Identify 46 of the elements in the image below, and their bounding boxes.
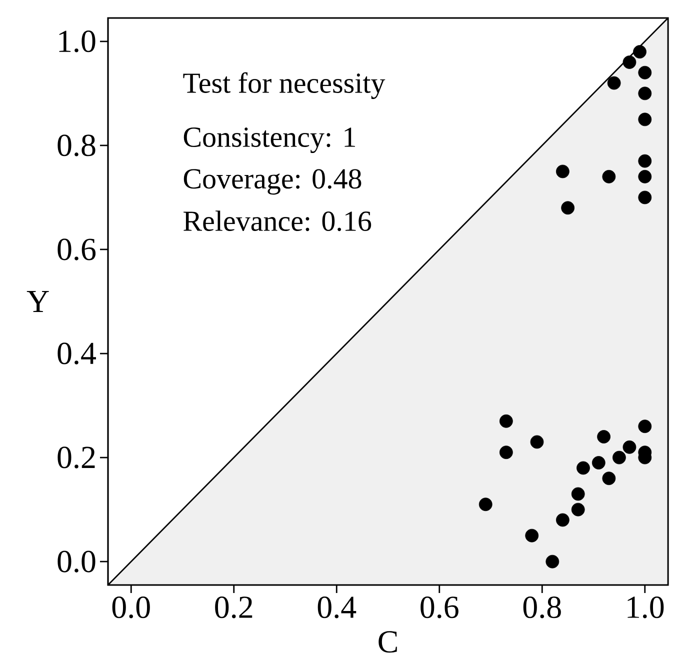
x-tick-label: 0.2 <box>215 596 252 618</box>
y-tick-label: 0.0 <box>58 550 96 572</box>
x-tick-label: 0.8 <box>523 596 561 618</box>
y-tick-label: 1.0 <box>59 30 96 52</box>
annotation: Consistency: 1 <box>184 128 355 153</box>
point <box>607 76 621 90</box>
point <box>556 164 570 178</box>
point <box>622 56 636 69</box>
point <box>638 86 652 100</box>
x-tick-label: 1.0 <box>628 596 664 618</box>
point <box>556 513 570 527</box>
point <box>638 170 652 184</box>
point <box>530 435 544 449</box>
point <box>597 430 610 444</box>
point <box>638 66 652 80</box>
y-axis-title: Y <box>26 291 49 312</box>
y-tick-label: 0.6 <box>58 238 96 260</box>
point <box>576 461 590 475</box>
point <box>499 414 513 428</box>
annotation: Coverage: 0.48 <box>184 169 362 195</box>
point <box>602 472 616 486</box>
point <box>571 487 585 501</box>
point <box>592 456 606 470</box>
x-axis-title: C <box>378 631 397 653</box>
point <box>561 201 575 215</box>
annotation: Test for necessity <box>183 72 386 99</box>
x-tick-label: 0.4 <box>318 596 356 618</box>
point <box>622 440 636 454</box>
point <box>638 112 652 126</box>
annotation: Relevance: 0.16 <box>184 210 372 232</box>
point <box>633 45 646 59</box>
point <box>638 420 652 434</box>
point <box>546 554 560 568</box>
point <box>638 190 652 204</box>
y-tick-label: 0.2 <box>58 446 95 468</box>
point <box>478 498 492 512</box>
x-tick-label: 0.6 <box>420 596 458 618</box>
y-tick-label: 0.8 <box>58 134 96 156</box>
point <box>499 446 513 460</box>
point <box>525 528 539 542</box>
point <box>602 170 616 184</box>
point <box>612 450 626 464</box>
point <box>571 502 585 516</box>
x-tick-label: 0.0 <box>112 596 150 618</box>
point <box>638 154 652 168</box>
y-tick-label: 0.4 <box>58 342 96 364</box>
